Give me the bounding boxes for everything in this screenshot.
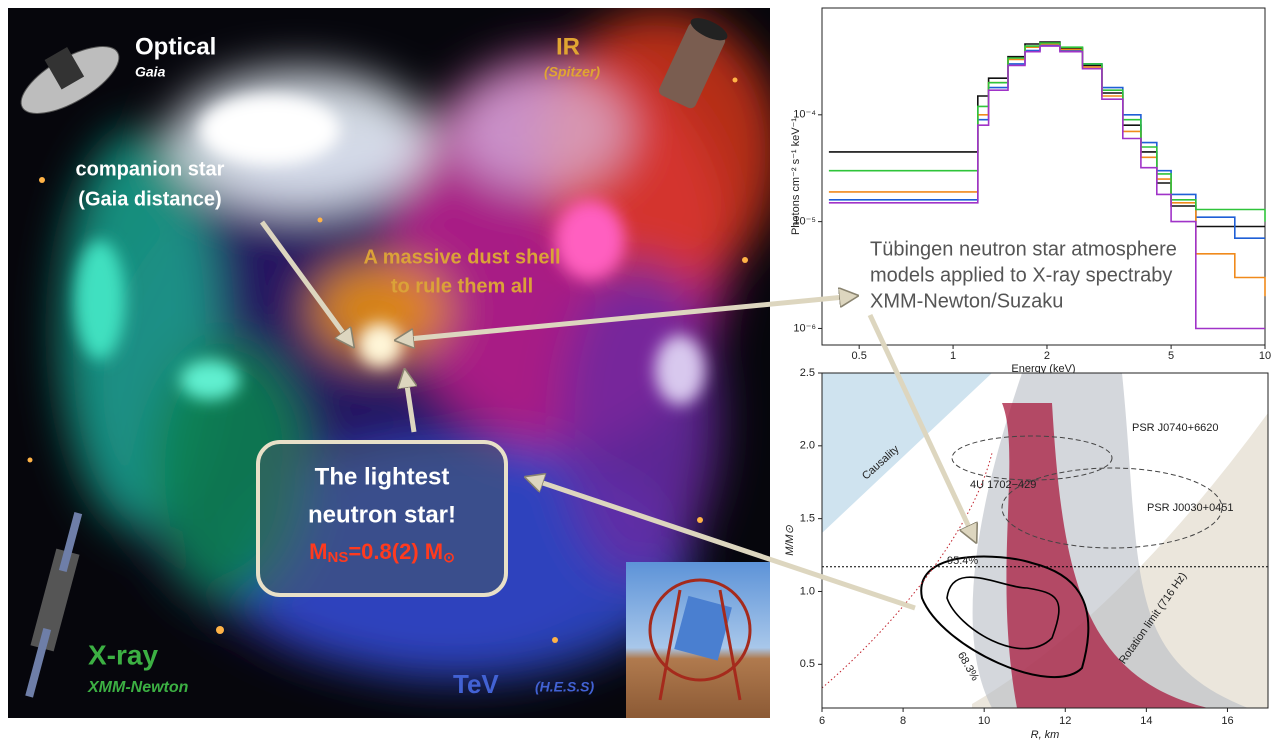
x-tick-label: 10: [1259, 350, 1271, 362]
arrows: [259, 220, 975, 611]
arrow: [405, 372, 414, 433]
optical-mission: Gaia: [135, 64, 166, 80]
y-tick-label: 10⁻⁴: [793, 109, 816, 121]
mass-symbol: M: [309, 539, 327, 564]
y-tick-label: 10⁻⁶: [793, 322, 816, 334]
companion-label: (Gaia distance): [78, 188, 221, 210]
x-tick-label: 16: [1221, 715, 1233, 727]
mass-label: MNS=0.8(2) M⊙: [309, 539, 455, 566]
x-tick-label: 6: [819, 715, 825, 727]
annotation: PSR J0740+6620: [1132, 422, 1219, 434]
x-tick-label: 0.5: [852, 350, 867, 362]
arrow: [259, 220, 352, 345]
contour: [920, 555, 1090, 679]
spectrum-line: [828, 45, 1265, 330]
arrow: [528, 478, 916, 611]
callout-text: XMM-Newton/Suzaku: [870, 290, 1063, 312]
y-tick-label: 0.5: [800, 658, 815, 670]
ir-mission: (Spitzer): [544, 64, 600, 80]
y-tick-label: 2.5: [800, 367, 815, 379]
mass-subscript: NS: [327, 549, 348, 566]
mass-value: =0.8(2) M: [348, 539, 443, 564]
y-tick-label: 2.0: [800, 440, 815, 452]
x-axis-label: Energy (keV): [1011, 363, 1075, 375]
x-tick-label: 10: [978, 715, 990, 727]
y-tick-label: 10⁻⁵: [793, 216, 816, 228]
companion-label: companion star: [76, 158, 225, 180]
y-axis-label: Photons cm⁻² s⁻¹ keV⁻¹: [790, 118, 802, 235]
highlight-box: [256, 440, 508, 597]
x-tick-label: 8: [900, 715, 906, 727]
y-axis-label: M/M⊙: [784, 524, 796, 555]
annotation: PSR J0030+0451: [1147, 502, 1234, 514]
x-tick-label: 5: [1168, 350, 1174, 362]
arrow: [867, 313, 975, 540]
dust-shell-label: to rule them all: [391, 275, 533, 297]
y-tick-label: 1.5: [800, 513, 815, 525]
causality-region: [822, 373, 992, 533]
sun-symbol: ⊙: [443, 549, 455, 565]
dust-shell-label: A massive dust shell: [363, 246, 560, 268]
contour: [951, 435, 1113, 481]
plot-frame: [821, 372, 1269, 709]
x-tick-label: 14: [1140, 715, 1152, 727]
ir-label: IR: [556, 33, 580, 60]
red-dotted-curve: [821, 452, 993, 689]
callout-text: Tübingen neutron star atmosphere: [870, 238, 1177, 260]
x-axis-label: R, km: [1031, 729, 1060, 740]
xray-mission: XMM-Newton: [87, 679, 189, 696]
arrow: [398, 296, 855, 340]
rotation-region: [972, 413, 1268, 708]
annotation: 95.4%: [947, 555, 978, 567]
annotation: 4U 1702−429: [970, 479, 1036, 491]
contour: [1001, 467, 1223, 549]
callout-text: models applied to X-ray spectraby: [870, 264, 1172, 286]
highlight-text: neutron star!: [308, 501, 456, 528]
x-tick-label: 1: [950, 350, 956, 362]
spectrum-line: [828, 41, 1265, 228]
xray-label: X-ray: [88, 639, 158, 670]
y-tick-label: 1.0: [800, 585, 815, 597]
x-tick-label: 12: [1059, 715, 1071, 727]
spectrum-line: [828, 42, 1266, 222]
contour: [946, 576, 1060, 650]
optical-label: Optical: [135, 33, 216, 60]
nebula-image: [8, 8, 770, 718]
x-tick-label: 2: [1044, 350, 1050, 362]
plot-area: [821, 7, 1266, 346]
tev-label: TeV: [453, 669, 499, 699]
highlight-text: The lightest: [315, 463, 450, 490]
tev-mission: (H.E.S.S): [535, 679, 594, 695]
